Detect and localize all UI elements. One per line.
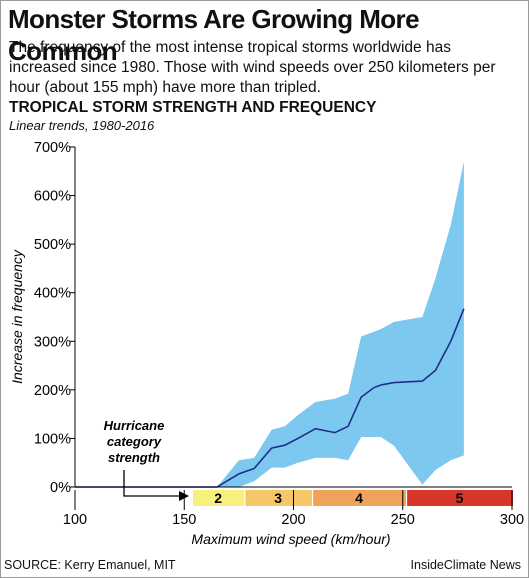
x-tick-label: 150	[172, 512, 196, 528]
y-tick-label: 100%	[34, 431, 71, 447]
chart-title: TROPICAL STORM STRENGTH AND FREQUENCY	[9, 99, 377, 116]
category-4-segment	[313, 490, 406, 506]
y-tick-label: 200%	[34, 383, 71, 399]
category-3-label: 3	[274, 490, 282, 506]
source-note: SOURCE: Kerry Emanuel, MIT	[4, 558, 176, 572]
category-4-label: 4	[355, 490, 363, 506]
x-tick-label: 100	[63, 512, 87, 528]
trend-line	[75, 308, 465, 488]
category-3-segment	[245, 490, 312, 506]
y-tick-label: 700%	[34, 140, 71, 156]
x-axis-title: Maximum wind speed (km/hour)	[191, 531, 390, 547]
uncertainty-band	[217, 161, 464, 487]
category-2-label: 2	[214, 490, 222, 506]
category-2-segment	[192, 490, 245, 506]
credit-note: InsideClimate News	[410, 558, 521, 572]
hurricane-annotation-line: Hurricane	[104, 418, 165, 433]
annotation-arrow-line	[123, 470, 180, 497]
page-subtitle: The frequency of the most intense tropic…	[9, 39, 496, 96]
x-tick-label: 300	[500, 512, 524, 528]
chart-subtitle: Linear trends, 1980-2016	[9, 118, 155, 133]
page-title: Monster Storms Are Growing More Common	[8, 4, 420, 66]
x-tick-label: 250	[391, 512, 415, 528]
y-axis-title: Increase in frequency	[9, 249, 25, 384]
hurricane-annotation-line: strength	[108, 450, 160, 465]
y-tick-label: 300%	[34, 334, 71, 350]
y-tick-label: 600%	[34, 189, 71, 205]
annotation-arrow-head	[179, 491, 189, 501]
y-tick-label: 0%	[50, 480, 71, 496]
hurricane-annotation-line: category	[107, 434, 162, 449]
category-5-label: 5	[456, 490, 464, 506]
y-tick-label: 400%	[34, 286, 71, 302]
x-tick-label: 200	[281, 512, 305, 528]
y-tick-label: 500%	[34, 237, 71, 253]
category-5-segment	[407, 490, 513, 506]
